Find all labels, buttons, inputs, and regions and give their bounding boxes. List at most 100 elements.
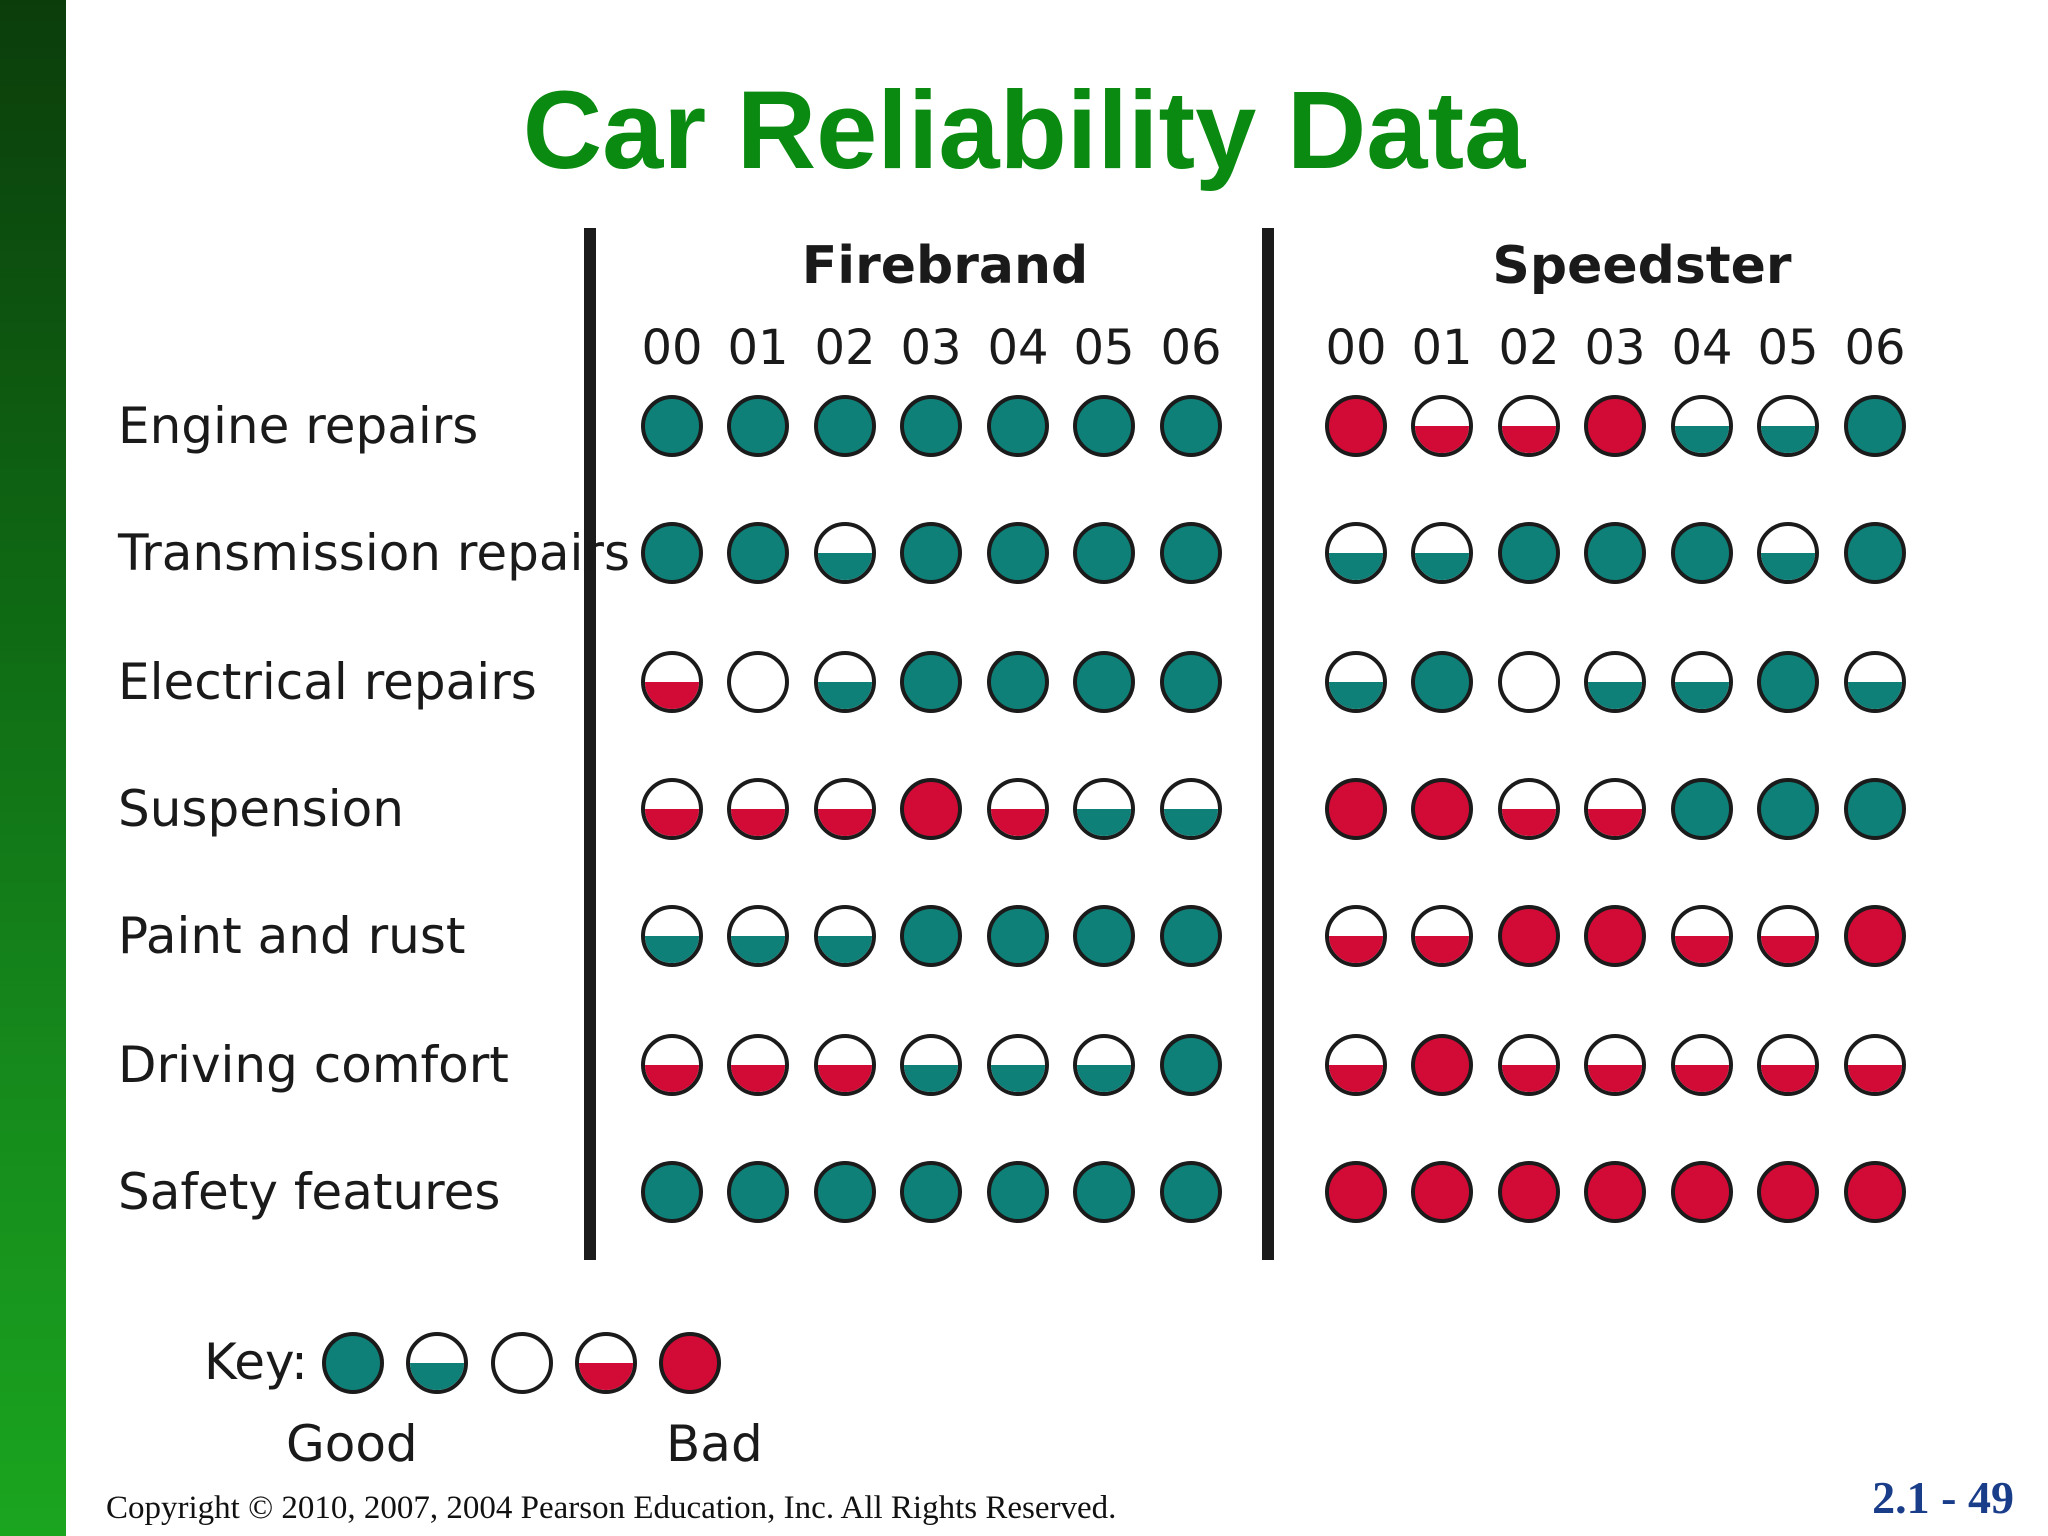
key-dot-good xyxy=(322,1332,384,1394)
rating-fill xyxy=(1415,936,1469,963)
rating-dot-below-average xyxy=(1498,395,1560,457)
rating-dot-good xyxy=(1160,651,1222,713)
rating-dot-good xyxy=(987,395,1049,457)
rating-dot-good xyxy=(987,1161,1049,1223)
rating-fill xyxy=(1329,936,1383,963)
page-number: 2.1 - 49 xyxy=(1872,1472,2014,1523)
rating-dot-good xyxy=(727,395,789,457)
rating-fill xyxy=(1848,682,1902,709)
rating-dot-good xyxy=(1073,1161,1135,1223)
rating-fill xyxy=(1329,682,1383,709)
rating-fill xyxy=(991,809,1045,836)
rating-dot-good xyxy=(900,651,962,713)
rating-dot-above-average xyxy=(1073,1034,1135,1096)
rating-fill xyxy=(818,1065,872,1092)
row-label: Transmission repairs xyxy=(118,524,630,582)
rating-dot-bad xyxy=(1844,1161,1906,1223)
rating-dot-below-average xyxy=(1757,1034,1819,1096)
brand-header-speedster: Speedster xyxy=(1492,236,1792,296)
rating-dot-bad xyxy=(1498,905,1560,967)
rating-fill xyxy=(731,809,785,836)
rating-fill xyxy=(645,682,699,709)
rating-dot-below-average xyxy=(1671,905,1733,967)
rating-fill xyxy=(645,809,699,836)
rating-dot-below-average xyxy=(1411,395,1473,457)
rating-dot-good xyxy=(727,1161,789,1223)
rating-dot-bad xyxy=(1584,395,1646,457)
key-dot-average xyxy=(491,1332,553,1394)
rating-dot-above-average xyxy=(1757,395,1819,457)
rating-dot-bad xyxy=(1411,1161,1473,1223)
slide-title: Car Reliability Data xyxy=(522,69,1526,192)
rating-fill xyxy=(818,553,872,580)
rating-fill xyxy=(1588,1065,1642,1092)
rating-dot-below-average xyxy=(1411,905,1473,967)
rating-dot-below-average xyxy=(641,778,703,840)
rating-dot-good xyxy=(1160,522,1222,584)
rating-dot-above-average xyxy=(900,1034,962,1096)
key-dot-bad xyxy=(659,1332,721,1394)
rating-dot-good xyxy=(987,651,1049,713)
rating-fill xyxy=(1675,936,1729,963)
rating-fill xyxy=(645,936,699,963)
rating-dot-good xyxy=(1411,651,1473,713)
rating-dot-good xyxy=(1844,522,1906,584)
year-header-firebrand-02: 02 xyxy=(814,320,876,376)
rating-dot-below-average xyxy=(1498,1034,1560,1096)
rating-fill xyxy=(818,809,872,836)
row-label: Suspension xyxy=(118,780,404,838)
year-header-firebrand-05: 05 xyxy=(1073,320,1135,376)
rating-fill xyxy=(1761,1065,1815,1092)
rating-dot-good xyxy=(1757,778,1819,840)
rating-fill xyxy=(1077,1065,1131,1092)
year-header-speedster-02: 02 xyxy=(1498,320,1560,376)
year-header-speedster-00: 00 xyxy=(1325,320,1387,376)
rating-fill xyxy=(1675,426,1729,453)
rating-dot-good xyxy=(727,522,789,584)
key-dot-above-average xyxy=(406,1332,468,1394)
rating-fill xyxy=(1502,809,1556,836)
rating-dot-above-average xyxy=(987,1034,1049,1096)
rating-dot-good xyxy=(900,395,962,457)
rating-dot-good xyxy=(1073,522,1135,584)
rating-fill xyxy=(1329,553,1383,580)
rating-dot-good xyxy=(814,395,876,457)
rating-dot-above-average xyxy=(727,905,789,967)
rating-fill xyxy=(1502,426,1556,453)
rating-dot-above-average xyxy=(1844,651,1906,713)
year-header-firebrand-03: 03 xyxy=(900,320,962,376)
rating-dot-above-average xyxy=(1325,522,1387,584)
rating-dot-above-average xyxy=(1671,651,1733,713)
slide-side-bar xyxy=(0,0,66,1536)
rating-fill xyxy=(1415,553,1469,580)
year-header-speedster-06: 06 xyxy=(1844,320,1906,376)
rating-dot-good xyxy=(1757,651,1819,713)
rating-dot-bad xyxy=(1671,1161,1733,1223)
rating-dot-below-average xyxy=(727,1034,789,1096)
rating-dot-good xyxy=(1160,395,1222,457)
rating-fill xyxy=(1848,1065,1902,1092)
rating-dot-good xyxy=(900,522,962,584)
year-header-speedster-04: 04 xyxy=(1671,320,1733,376)
rating-dot-bad xyxy=(1325,778,1387,840)
rating-dot-above-average xyxy=(1073,778,1135,840)
rating-dot-above-average xyxy=(1411,522,1473,584)
rating-dot-good xyxy=(814,1161,876,1223)
rating-fill xyxy=(1675,682,1729,709)
rating-fill xyxy=(1761,553,1815,580)
rating-dot-below-average xyxy=(1671,1034,1733,1096)
rating-dot-below-average xyxy=(1325,905,1387,967)
year-header-speedster-01: 01 xyxy=(1411,320,1473,376)
rating-fill xyxy=(1675,1065,1729,1092)
rating-dot-above-average xyxy=(1160,778,1222,840)
rating-dot-bad xyxy=(1584,1161,1646,1223)
rating-dot-average xyxy=(1498,651,1560,713)
rating-fill xyxy=(731,1065,785,1092)
rating-fill xyxy=(1761,936,1815,963)
row-label: Engine repairs xyxy=(118,397,479,455)
rating-dot-good xyxy=(1671,778,1733,840)
rating-fill xyxy=(1415,426,1469,453)
rating-dot-good xyxy=(987,905,1049,967)
rating-dot-good xyxy=(1498,522,1560,584)
rating-dot-good xyxy=(641,522,703,584)
